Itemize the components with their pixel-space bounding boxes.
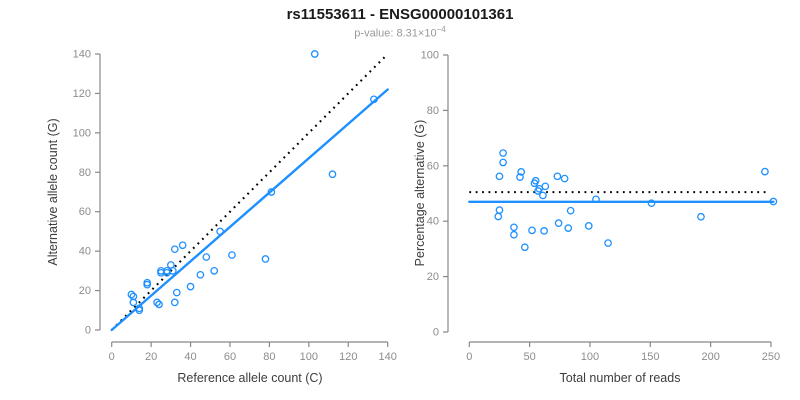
x-tick-label: 40: [184, 351, 196, 363]
left-y-axis-title: Alternative allele count (G): [46, 118, 60, 265]
data-point: [172, 288, 181, 297]
data-point: [499, 149, 507, 157]
data-point: [554, 219, 563, 227]
dotted-reference-line: [110, 55, 387, 331]
y-tick-label: 20: [79, 285, 91, 297]
x-tick-label: 20: [145, 351, 157, 363]
data-point: [592, 195, 600, 204]
page-title: rs11553611 - ENSG00000101361: [286, 6, 514, 23]
x-tick-label: 50: [524, 351, 536, 363]
data-point: [135, 306, 144, 315]
data-point: [155, 300, 163, 309]
data-point: [553, 172, 562, 181]
y-tick-label: 0: [433, 327, 439, 339]
data-point: [510, 230, 518, 239]
y-tick-label: 100: [73, 127, 91, 139]
data-point: [604, 239, 612, 247]
y-tick-label: 140: [73, 49, 91, 61]
data-point: [170, 298, 179, 307]
y-tick-label: 40: [427, 216, 439, 228]
fit-line: [110, 88, 389, 332]
x-tick-label: 120: [339, 351, 357, 363]
data-point: [261, 255, 270, 263]
data-point: [499, 158, 507, 167]
data-point: [143, 280, 152, 289]
pvalue-exponent: −4: [436, 25, 446, 34]
data-point: [566, 206, 575, 215]
data-point: [697, 212, 705, 221]
x-tick-label: 80: [263, 351, 275, 363]
x-tick-label: 0: [109, 351, 115, 363]
y-tick-label: 20: [427, 271, 439, 283]
y-tick-label: 60: [427, 160, 439, 172]
data-point: [539, 191, 547, 200]
x-tick-label: 60: [224, 351, 236, 363]
left-x-axis-title: Reference allele count (C): [177, 371, 322, 385]
data-point: [534, 187, 542, 195]
x-tick-label: 150: [641, 351, 659, 363]
data-point: [186, 282, 195, 291]
x-tick-label: 140: [379, 351, 397, 363]
data-point: [178, 241, 187, 250]
y-tick-label: 0: [85, 325, 91, 337]
data-point: [517, 168, 526, 176]
data-point: [560, 174, 569, 183]
data-point: [370, 95, 378, 104]
data-point: [495, 172, 504, 181]
x-tick-label: 0: [466, 351, 472, 363]
data-point: [769, 197, 778, 206]
y-tick-label: 60: [79, 206, 91, 218]
data-point: [564, 224, 573, 232]
left-scatter-panel: 0 20 40 60 80 100 120 140 0 20 40 60 80 100 120 140: [73, 49, 397, 363]
data-point: [761, 167, 769, 176]
pvalue-prefix: p-value:: [354, 27, 397, 40]
y-tick-label: 100: [421, 50, 439, 62]
data-point: [541, 182, 550, 191]
y-tick-label: 80: [79, 167, 91, 179]
right-scatter-panel: 0 50 100 150 200 250 0 20 40 60 80 100: [421, 50, 781, 364]
data-point: [170, 245, 179, 254]
pvalue-base: 8.31×10: [396, 27, 437, 40]
data-point: [516, 173, 524, 182]
data-point: [267, 188, 276, 196]
data-point: [216, 227, 224, 236]
y-tick-label: 120: [73, 88, 91, 100]
pvalue-subtitle: p-value: 8.31×10−4: [0, 25, 800, 40]
data-point: [196, 270, 205, 279]
data-point: [647, 199, 656, 208]
data-point: [310, 50, 319, 58]
data-point: [168, 267, 177, 275]
right-x-axis-title: Total number of reads: [560, 371, 681, 385]
right-y-axis-title: Percentage alternative (G): [413, 120, 427, 267]
data-point: [495, 206, 504, 214]
data-point: [127, 290, 136, 299]
data-point: [530, 179, 539, 188]
y-tick-label: 40: [79, 246, 91, 258]
y-tick-label: 80: [427, 105, 439, 117]
data-point: [129, 298, 138, 307]
data-point: [328, 170, 337, 179]
x-tick-label: 200: [701, 351, 719, 363]
x-tick-label: 250: [762, 351, 780, 363]
data-point: [540, 227, 548, 235]
x-tick-label: 100: [581, 351, 599, 363]
data-point: [202, 253, 211, 261]
x-tick-label: 100: [300, 351, 318, 363]
data-point: [584, 222, 593, 230]
data-point: [520, 243, 529, 252]
data-point: [528, 226, 536, 235]
data-point: [228, 251, 236, 259]
data-point: [494, 212, 503, 221]
data-point: [510, 223, 518, 232]
data-point: [210, 267, 219, 275]
data-point: [153, 298, 161, 307]
